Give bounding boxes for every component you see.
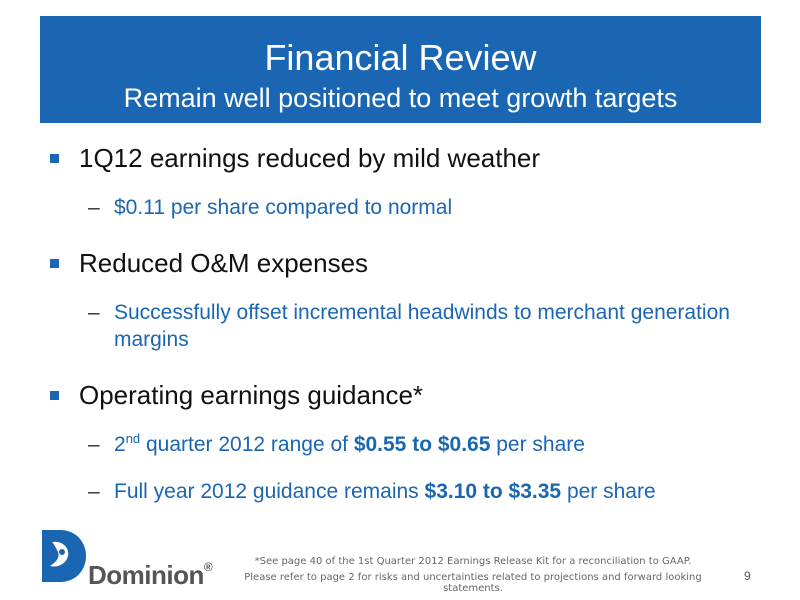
slide-title: Financial Review [264, 37, 537, 78]
disclaimer: Please refer to page 2 for risks and unc… [244, 572, 702, 594]
slide-subtitle: Remain well positioned to meet growth ta… [123, 83, 678, 113]
dash-marker: – [88, 433, 100, 456]
footnote: *See page 40 of the 1st Quarter 2012 Ear… [254, 556, 692, 567]
bullet-square-icon [50, 391, 59, 400]
dash-marker: – [88, 480, 100, 503]
sub-text: Successfully offset incremental headwind… [114, 301, 730, 351]
bullet-text: Reduced O&M expenses [79, 248, 369, 278]
bullet-square-icon [50, 259, 59, 268]
sub-weather: – $0.11 per share compared to normal [88, 194, 770, 221]
sub-text: Full year 2012 guidance remains $3.10 to… [114, 480, 656, 503]
dominion-logo: Dominion® [38, 526, 238, 590]
bullet-weather: 1Q12 earnings reduced by mild weather [50, 142, 770, 174]
sub-om: – Successfully offset incremental headwi… [88, 299, 770, 353]
sub-q2: – 2nd quarter 2012 range of $0.55 to $0.… [88, 431, 770, 458]
sub-text: $0.11 per share compared to normal [114, 196, 453, 219]
logo-text: Dominion® [88, 560, 213, 590]
sub-fy: – Full year 2012 guidance remains $3.10 … [88, 478, 770, 505]
bullet-square-icon [50, 154, 59, 163]
page-number: 9 [744, 569, 751, 583]
bullet-text: 1Q12 earnings reduced by mild weather [79, 143, 541, 173]
slide-header: Financial Review Remain well positioned … [40, 16, 761, 123]
dash-marker: – [88, 196, 100, 219]
dominion-logo-icon [42, 530, 86, 582]
dash-marker: – [88, 301, 100, 324]
sub-text: 2nd quarter 2012 range of $0.55 to $0.65… [114, 431, 585, 456]
bullet-guidance: Operating earnings guidance* [50, 379, 770, 411]
slide-content: 1Q12 earnings reduced by mild weather – … [50, 142, 770, 505]
bullet-text: Operating earnings guidance* [79, 380, 424, 410]
bullet-om: Reduced O&M expenses [50, 247, 770, 279]
